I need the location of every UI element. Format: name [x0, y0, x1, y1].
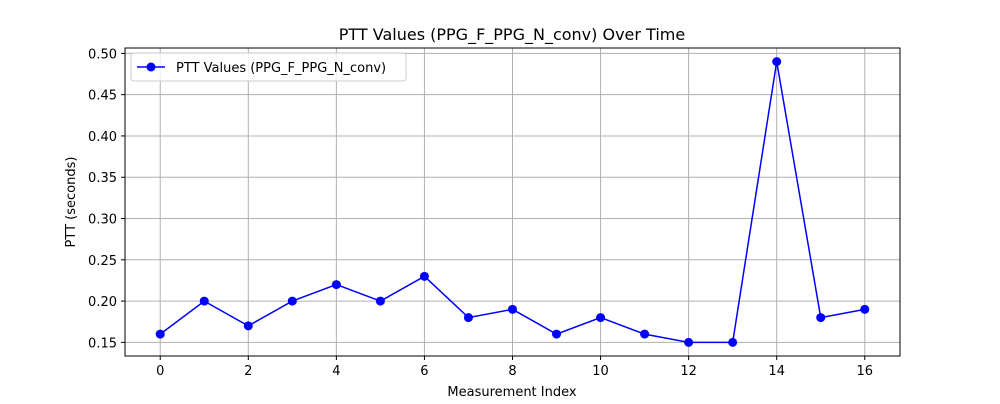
data-point-marker: [596, 313, 606, 323]
x-tick-label: 2: [244, 364, 252, 379]
data-point-marker: [419, 271, 429, 281]
data-point-marker: [860, 304, 870, 314]
data-point-marker: [375, 296, 385, 306]
data-point-marker: [816, 313, 826, 323]
y-tick-label: 0.35: [88, 171, 117, 186]
y-tick-label: 0.45: [88, 89, 117, 104]
x-axis-label: Measurement Index: [447, 385, 576, 400]
y-tick-label: 0.40: [88, 130, 117, 145]
data-point-marker: [243, 321, 253, 331]
data-point-marker: [772, 57, 782, 67]
legend: PTT Values (PPG_F_PPG_N_conv): [130, 52, 407, 82]
legend-box: [130, 52, 407, 82]
data-point-marker: [287, 296, 297, 306]
x-tick-label: 16: [856, 364, 873, 379]
data-point-marker: [684, 337, 694, 347]
x-tick-label: 8: [508, 364, 516, 379]
y-tick-label: 0.30: [88, 213, 117, 228]
data-point-marker: [331, 280, 341, 290]
y-tick-label: 0.25: [88, 254, 117, 269]
y-tick-label: 0.20: [88, 295, 117, 310]
data-point-marker: [552, 329, 562, 339]
legend-label: PTT Values (PPG_F_PPG_N_conv): [176, 61, 386, 76]
x-tick-label: 10: [592, 364, 609, 379]
x-tick-label: 0: [156, 364, 164, 379]
x-tick-label: 14: [768, 364, 785, 379]
y-tick-label: 0.50: [88, 47, 117, 62]
data-point-marker: [199, 296, 209, 306]
data-point-marker: [155, 329, 165, 339]
grid-lines: [125, 48, 900, 356]
data-point-marker: [728, 337, 738, 347]
x-tick-label: 12: [680, 364, 697, 379]
y-axis-label: PTT (seconds): [64, 157, 79, 248]
y-tick-label: 0.15: [88, 336, 117, 351]
x-axis-ticks: 0 2 4 6 8 10 12 14 16: [156, 356, 873, 379]
chart-title: PTT Values (PPG_F_PPG_N_conv) Over Time: [339, 25, 685, 45]
legend-marker-swatch: [146, 62, 156, 72]
data-point-marker: [508, 304, 517, 314]
x-tick-label: 6: [420, 364, 428, 379]
y-axis-ticks: 0.15 0.20 0.25 0.30 0.35 0.40 0.45 0.50: [88, 47, 125, 351]
data-point-marker: [640, 329, 650, 339]
data-series: [155, 57, 870, 347]
data-point-marker: [463, 313, 473, 323]
x-tick-label: 4: [332, 364, 340, 379]
